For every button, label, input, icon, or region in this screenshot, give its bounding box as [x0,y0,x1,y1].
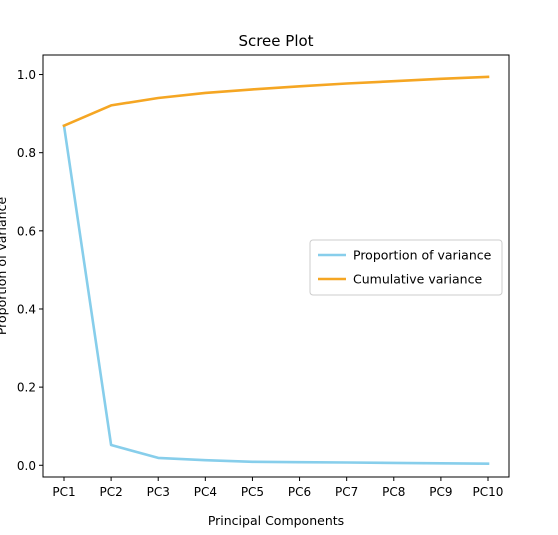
x-tick-label-1: PC2 [99,485,122,499]
y-axis-label: Proportion of variance [0,197,9,336]
x-tick-label-9: PC10 [473,485,504,499]
y-tick-label-4: 0.8 [17,146,36,160]
x-tick-label-7: PC8 [382,485,405,499]
x-tick-label-8: PC9 [429,485,452,499]
legend-label-1: Cumulative variance [353,272,482,287]
x-tick-label-0: PC1 [52,485,75,499]
x-tick-label-3: PC4 [194,485,217,499]
x-tick-label-4: PC5 [241,485,264,499]
y-tick-label-3: 0.6 [17,224,36,238]
y-tick-label-0: 0.0 [17,459,36,473]
legend: Proportion of variance Cumulative varianc… [310,240,502,295]
series-line-1 [64,77,488,126]
y-tick-label-2: 0.4 [17,302,36,316]
x-tick-label-2: PC3 [147,485,170,499]
x-tick-label-6: PC7 [335,485,358,499]
y-tick-label-1: 0.2 [17,381,36,395]
x-tick-label-5: PC6 [288,485,311,499]
legend-label-0: Proportion of variance [353,248,492,263]
chart-title: Scree Plot [238,32,313,50]
y-tick-label-5: 1.0 [17,68,36,82]
x-axis-label: Principal Components [208,513,344,528]
